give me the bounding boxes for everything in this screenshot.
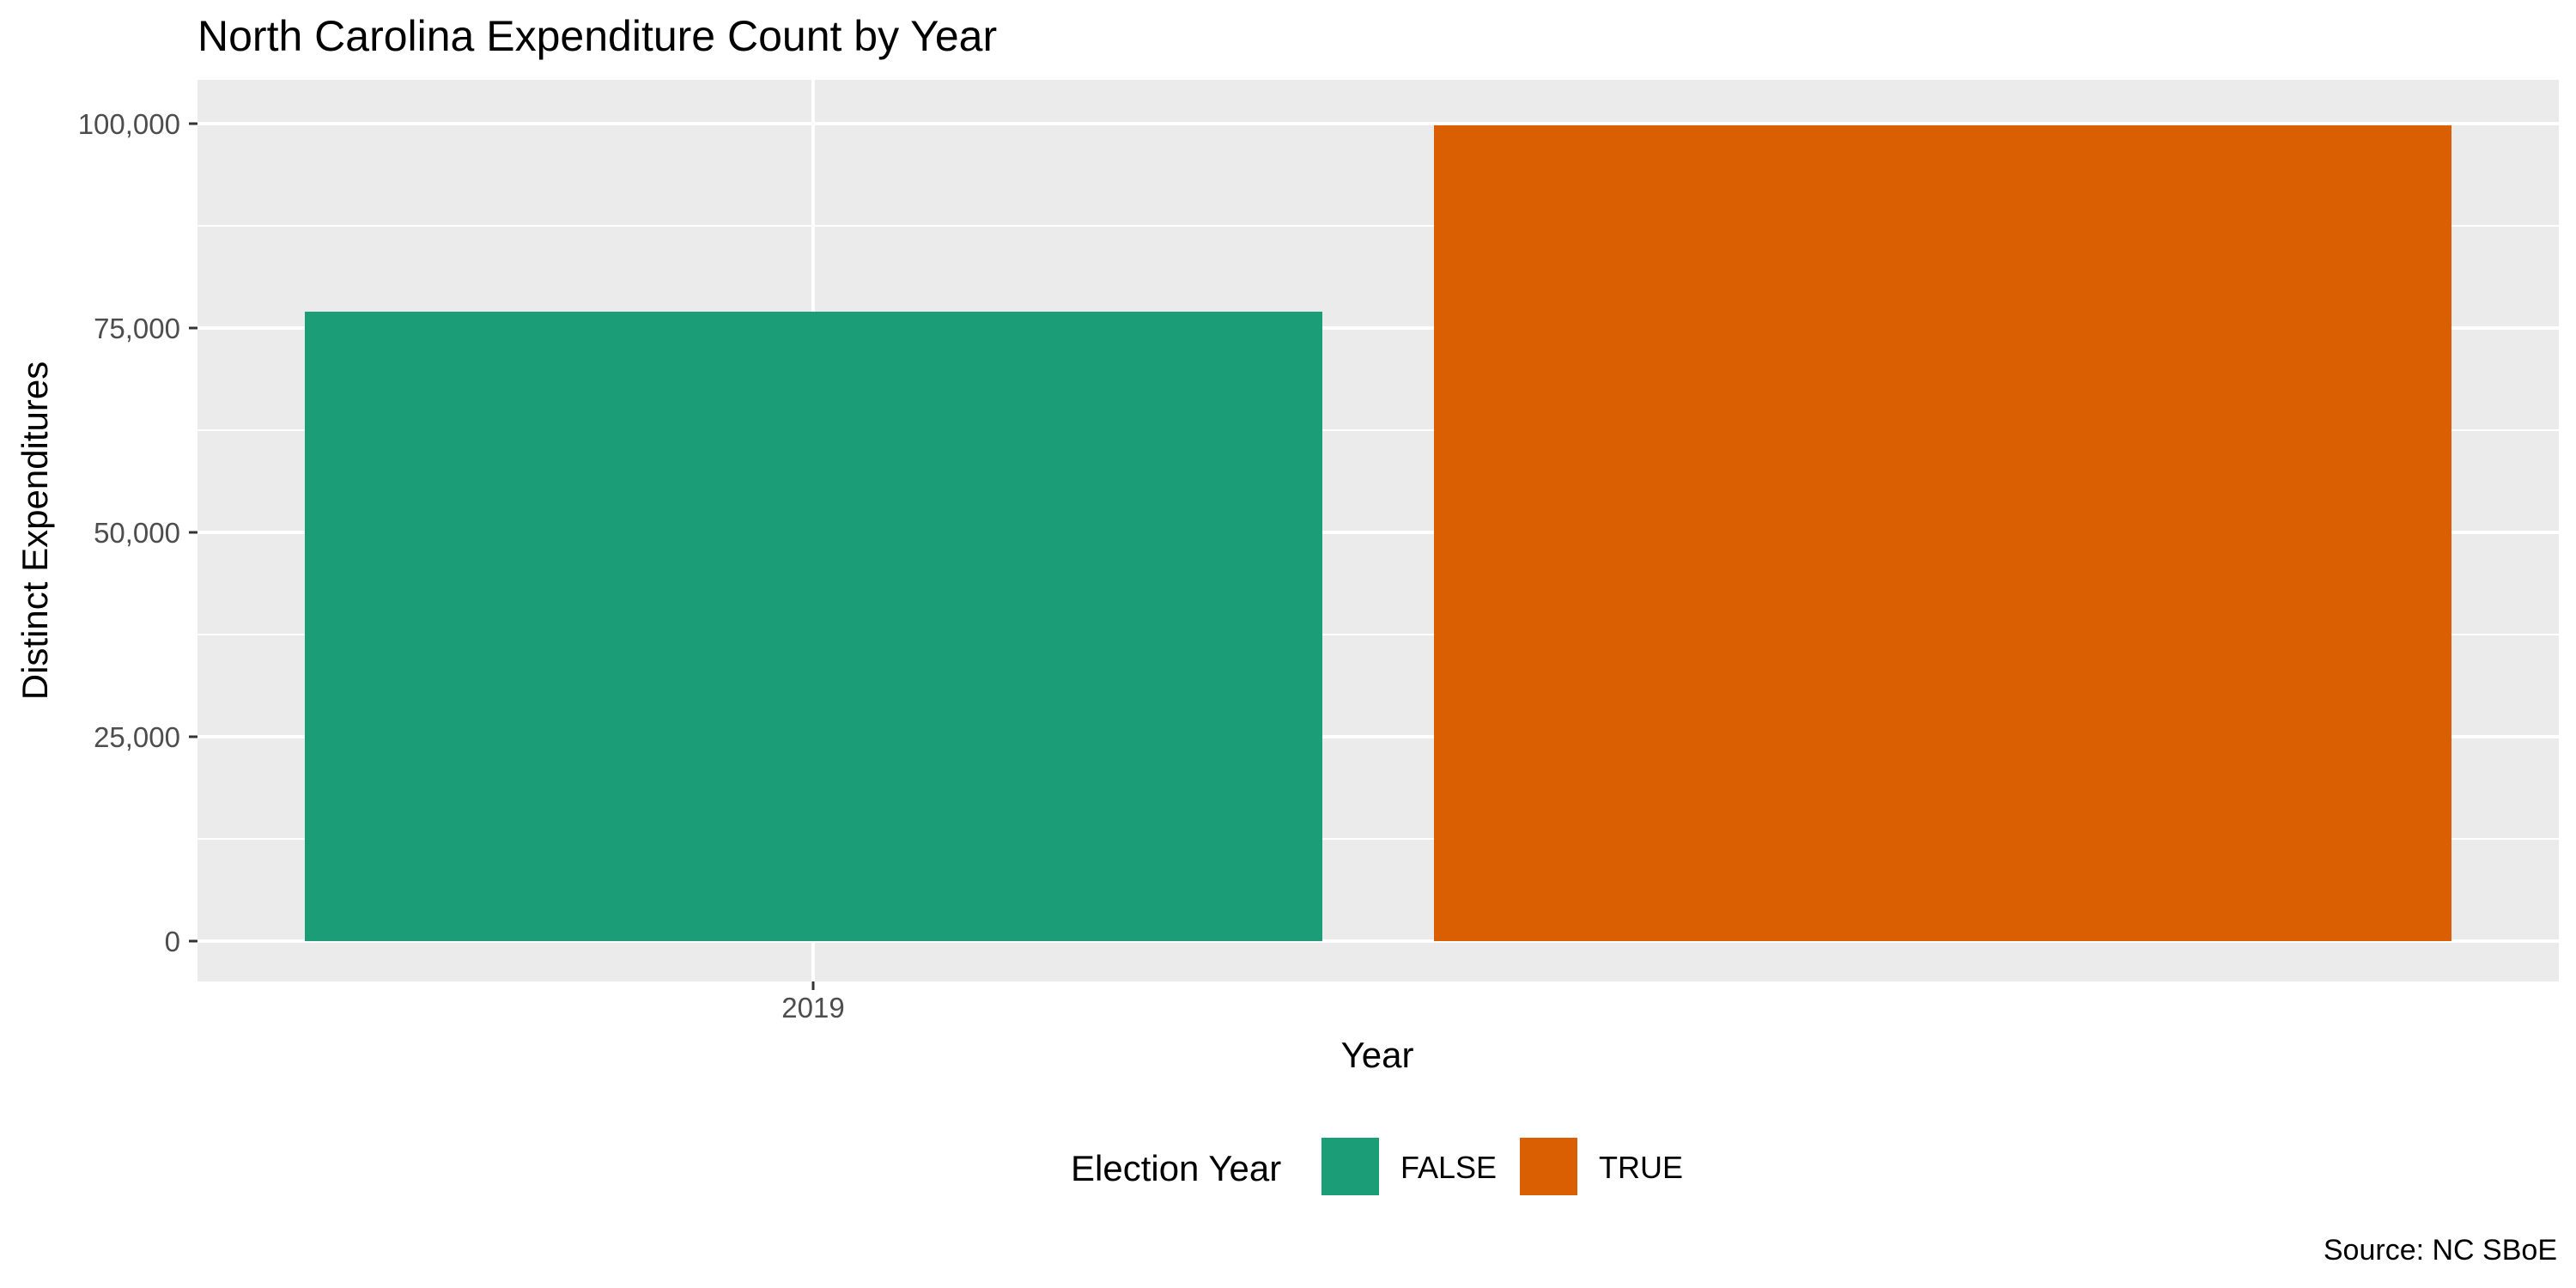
legend-label-false: FALSE	[1400, 1150, 1497, 1185]
x-tick-label: 2019	[781, 992, 844, 1024]
legend-items: FALSE TRUE	[1321, 1138, 1683, 1195]
legend-key-true	[1520, 1138, 1577, 1195]
y-tick-label: 50,000	[94, 517, 180, 549]
bar-true	[1434, 125, 2451, 942]
legend-title: Election Year	[1071, 1148, 1281, 1188]
x-axis-title: Year	[1341, 1035, 1414, 1075]
legend-key-false	[1321, 1138, 1379, 1195]
y-tick-label: 25,000	[94, 721, 180, 753]
chart-caption: Source: NC SBoE	[2324, 1234, 2557, 1267]
bar-false	[305, 311, 1322, 942]
legend-label-true: TRUE	[1599, 1150, 1683, 1185]
y-axis: 0 25,000 50,000 75,000 100,000	[78, 108, 197, 957]
y-tick-label: 75,000	[94, 313, 180, 344]
y-tick-label: 100,000	[78, 108, 180, 140]
y-axis-title: Distinct Expenditures	[15, 361, 55, 701]
chart-title: North Carolina Expenditure Count by Year	[197, 12, 997, 60]
y-tick-label: 0	[165, 926, 180, 957]
legend: Election Year FALSE TRUE	[1071, 1138, 1683, 1195]
x-axis: 2019	[781, 981, 845, 1024]
bars-layer	[305, 125, 2451, 942]
